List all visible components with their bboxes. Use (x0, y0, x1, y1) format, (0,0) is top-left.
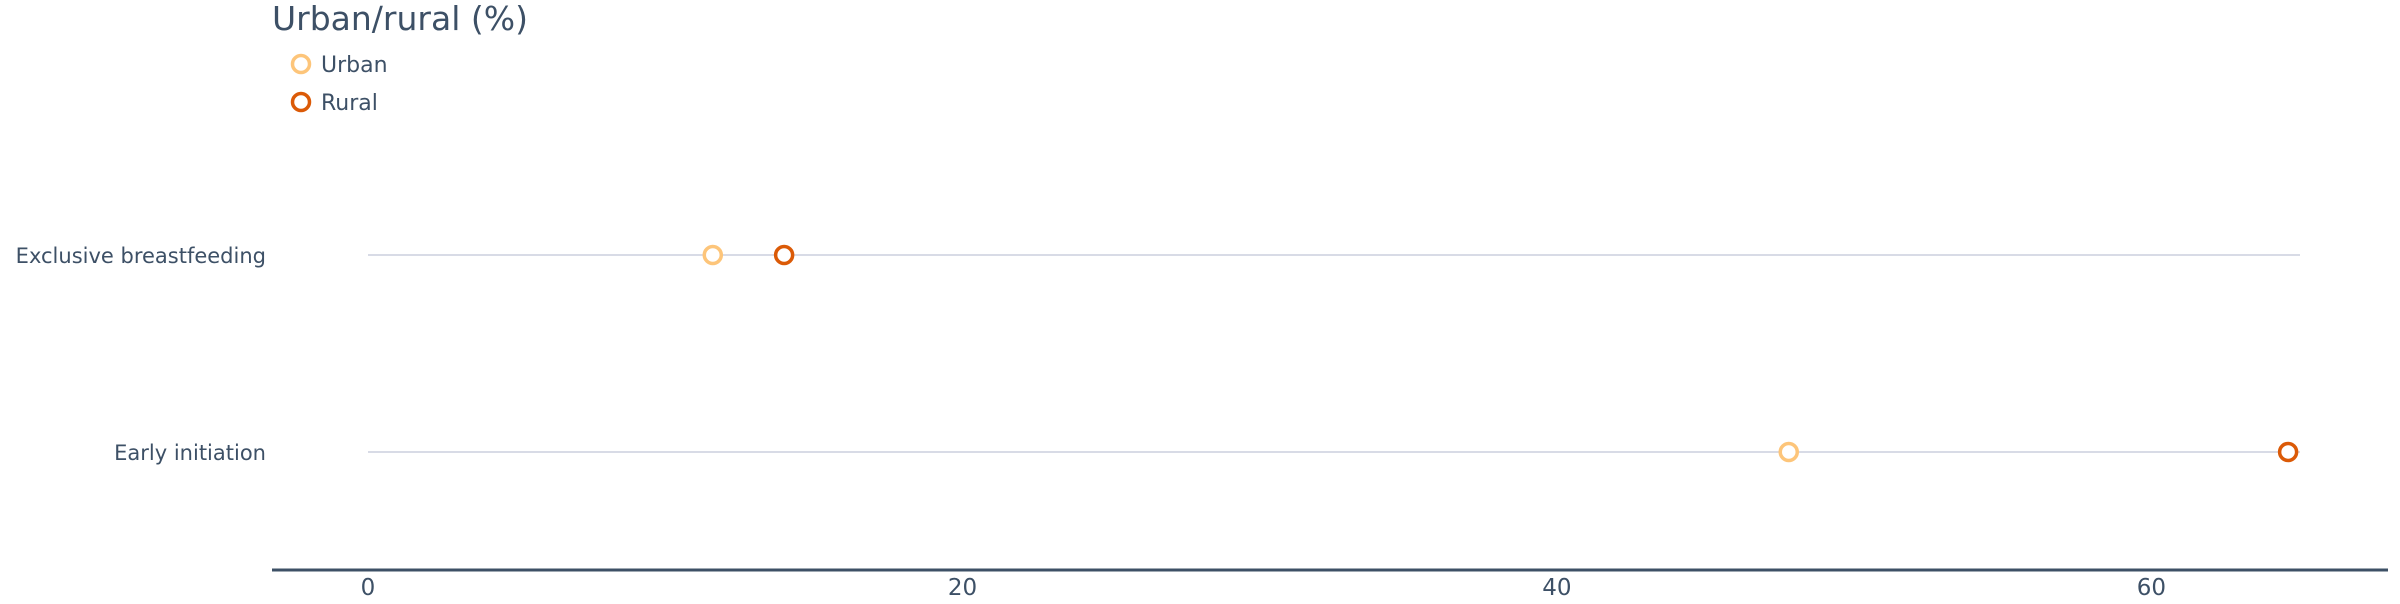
legend-item-rural: Rural (290, 91, 378, 116)
legend-label: Urban (321, 53, 388, 78)
legend-marker (290, 91, 312, 113)
x-axis-ticks: 0 20 40 60 (361, 575, 2166, 601)
point-rural (773, 244, 795, 266)
legend: Urban Rural (290, 53, 388, 116)
x-tick-label: 0 (361, 575, 376, 600)
data-points (702, 244, 2299, 463)
legend-item-urban: Urban (290, 53, 388, 78)
category-labels: Exclusive breastfeeding Early initiation (16, 244, 266, 465)
legend-marker (290, 53, 312, 75)
x-tick-label: 20 (948, 575, 977, 600)
category-label: Exclusive breastfeeding (16, 244, 266, 268)
legend-label: Rural (321, 91, 378, 116)
category-label: Early initiation (114, 441, 266, 465)
x-tick-label: 40 (1542, 575, 1571, 600)
chart-title: Urban/rural (%) (272, 0, 528, 38)
point-urban (702, 244, 724, 266)
point-urban (1778, 441, 1800, 463)
point-rural (2277, 441, 2299, 463)
x-tick-label: 60 (2137, 575, 2166, 600)
category-tracks (368, 254, 2300, 453)
